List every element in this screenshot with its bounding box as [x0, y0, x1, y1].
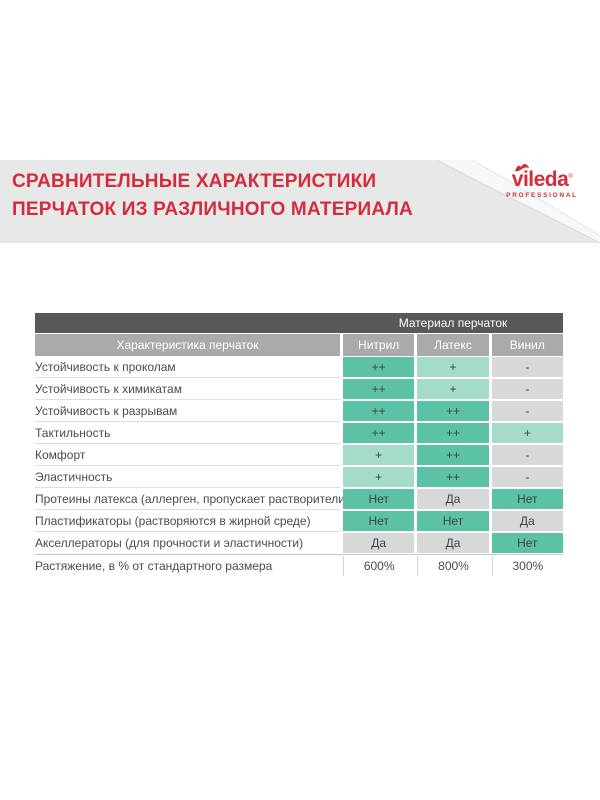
cell-vinyl: - [491, 379, 563, 399]
table-row-chemicals: Устойчивость к химикатам ++ + - [35, 378, 563, 400]
cell-nitrile: ++ [343, 357, 415, 377]
row-values: Нет Нет Да [343, 510, 563, 532]
cell-nitrile: + [343, 467, 415, 487]
material-header-latex: Латекс [417, 334, 489, 356]
row-values: Да Да Нет [343, 532, 563, 554]
cell-latex: 800% [417, 556, 488, 576]
cell-vinyl: 300% [491, 556, 563, 576]
table-group-header-row: Материал перчаток [35, 313, 563, 333]
table-row-elasticity: Эластичность + ++ - [35, 466, 563, 488]
row-label: Устойчивость к проколам [35, 356, 340, 378]
table-row-stretch: Растяжение, в % от стандартного размера … [35, 554, 563, 577]
cell-vinyl: Да [491, 511, 563, 531]
cell-latex: ++ [417, 401, 489, 421]
cell-nitrile: Да [343, 533, 415, 553]
row-values: ++ + - [343, 356, 563, 378]
cell-nitrile: ++ [343, 423, 415, 443]
cell-latex: Да [417, 489, 489, 509]
row-label: Протеины латекса (аллерген, пропускает р… [35, 488, 349, 510]
cell-nitrile: ++ [343, 379, 415, 399]
characteristic-header: Характеристика перчаток [35, 334, 340, 356]
swoosh-decoration [436, 160, 600, 243]
row-label: Комфорт [35, 444, 340, 466]
cell-latex: ++ [417, 445, 489, 465]
material-headers: Нитрил Латекс Винил [343, 334, 563, 356]
cell-vinyl: - [491, 357, 563, 377]
row-label: Растяжение, в % от стандартного размера [35, 559, 273, 573]
cell-latex: Да [417, 533, 489, 553]
cell-nitrile: Нет [343, 489, 415, 509]
registered-mark: ® [568, 174, 573, 180]
group-header-spacer [35, 313, 343, 333]
cell-latex: + [417, 379, 489, 399]
slide-title: СРАВНИТЕЛЬНЫЕ ХАРАКТЕРИСТИКИ ПЕРЧАТОК ИЗ… [12, 168, 413, 224]
row-values: 600% 800% 300% [343, 555, 563, 577]
row-values: ++ ++ - [343, 400, 563, 422]
title-band: СРАВНИТЕЛЬНЫЕ ХАРАКТЕРИСТИКИ ПЕРЧАТОК ИЗ… [0, 160, 600, 243]
bird-icon [515, 163, 529, 172]
comparison-table: Материал перчаток Характеристика перчато… [35, 313, 563, 577]
cell-vinyl: Нет [491, 489, 563, 509]
row-label: Тактильность [35, 422, 340, 444]
cell-vinyl: - [491, 445, 563, 465]
table-row-comfort: Комфорт + ++ - [35, 444, 563, 466]
table-row-tears: Устойчивость к разрывам ++ ++ - [35, 400, 563, 422]
cell-latex: + [417, 357, 489, 377]
row-values: ++ + - [343, 378, 563, 400]
cell-vinyl: Нет [491, 533, 563, 553]
table-column-header-row: Характеристика перчаток Нитрил Латекс Ви… [35, 334, 563, 356]
logo-brand-text: vileda [511, 168, 569, 191]
material-header-vinyl: Винил [491, 334, 563, 356]
row-values: Нет Да Нет [343, 488, 563, 510]
row-label: Устойчивость к разрывам [35, 400, 340, 422]
cell-latex: ++ [417, 467, 489, 487]
table-row-latex-proteins: Протеины латекса (аллерген, пропускает р… [35, 488, 563, 510]
material-header-nitrile: Нитрил [343, 334, 415, 356]
cell-nitrile: Нет [343, 511, 415, 531]
row-values: + ++ - [343, 444, 563, 466]
row-label: Пластификаторы (растворяются в жирной ср… [35, 510, 340, 532]
cell-nitrile: 600% [343, 556, 414, 576]
table-row-accelerators: Акселлераторы (для прочности и эластично… [35, 532, 563, 554]
logo-brand: vileda® [502, 167, 582, 190]
cell-latex: ++ [417, 423, 489, 443]
slide-title-line1: СРАВНИТЕЛЬНЫЕ ХАРАКТЕРИСТИКИ [12, 171, 377, 192]
cell-vinyl: - [491, 401, 563, 421]
logo-subtitle: PROFESSIONAL [506, 192, 578, 199]
cell-nitrile: ++ [343, 401, 415, 421]
vileda-logo: vileda® PROFESSIONAL [502, 163, 582, 199]
table-row-plasticizers: Пластификаторы (растворяются в жирной ср… [35, 510, 563, 532]
table-row-punctures: Устойчивость к проколам ++ + - [35, 356, 563, 378]
table-row-tactility: Тактильность ++ ++ + [35, 422, 563, 444]
row-label: Акселлераторы (для прочности и эластично… [35, 536, 304, 550]
cell-vinyl: - [491, 467, 563, 487]
slide-title-line2: ПЕРЧАТОК ИЗ РАЗЛИЧНОГО МАТЕРИАЛА [12, 199, 413, 220]
cell-vinyl: + [491, 423, 563, 443]
row-values: + ++ - [343, 466, 563, 488]
row-label: Устойчивость к химикатам [35, 378, 340, 400]
row-label: Эластичность [35, 466, 340, 488]
cell-latex: Нет [417, 511, 489, 531]
group-header-label: Материал перчаток [398, 316, 508, 330]
cell-nitrile: + [343, 445, 415, 465]
row-values: ++ ++ + [343, 422, 563, 444]
